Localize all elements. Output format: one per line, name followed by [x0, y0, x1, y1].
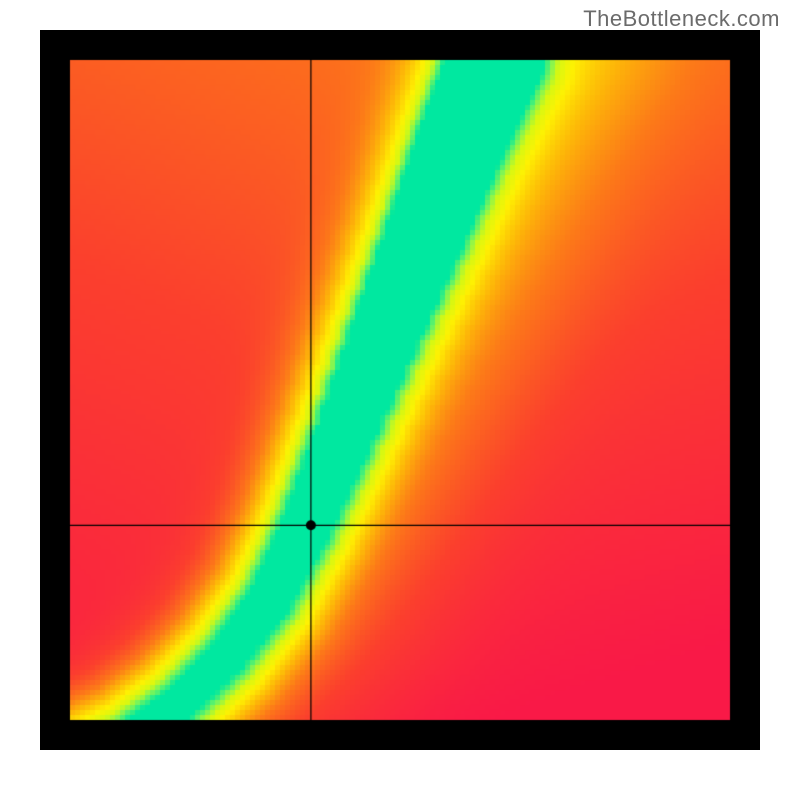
- chart-container: TheBottleneck.com: [0, 0, 800, 800]
- heatmap-canvas: [40, 30, 760, 750]
- watermark-text: TheBottleneck.com: [583, 6, 780, 32]
- plot-frame: [40, 30, 760, 750]
